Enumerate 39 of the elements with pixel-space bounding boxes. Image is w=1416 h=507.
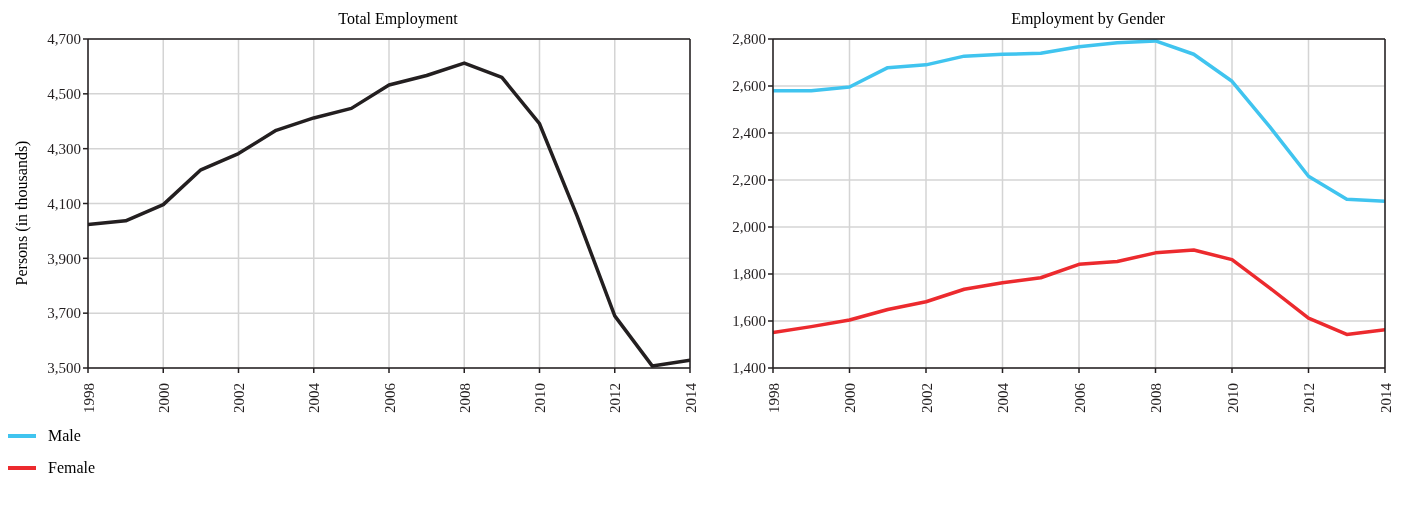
y-tick-label: 2,400 — [732, 125, 766, 142]
x-tick-label: 1998 — [765, 383, 782, 413]
y-tick-label: 4,300 — [47, 140, 81, 157]
x-tick-label: 2008 — [456, 383, 473, 413]
x-tick-label: 2008 — [1148, 383, 1165, 413]
y-tick-label: 4,500 — [47, 86, 81, 103]
x-tick-label: 2002 — [231, 383, 248, 413]
x-tick-label: 2010 — [1224, 383, 1241, 413]
x-tick-label: 2006 — [381, 382, 398, 413]
legend-label: Female — [48, 459, 96, 477]
x-tick-label: 2006 — [1071, 382, 1088, 413]
x-tick-label: 1998 — [80, 383, 97, 413]
x-tick-label: 2014 — [1377, 382, 1394, 413]
x-tick-label: 2012 — [1301, 383, 1318, 413]
x-tick-label: 2004 — [995, 382, 1012, 413]
x-tick-label: 2012 — [607, 383, 624, 413]
y-tick-label: 1,600 — [732, 313, 766, 330]
x-tick-label: 2000 — [842, 383, 859, 413]
y-tick-label: 4,700 — [47, 31, 81, 48]
y-tick-label: 3,900 — [47, 250, 81, 267]
x-tick-label: 2000 — [155, 383, 172, 413]
y-tick-label: 1,800 — [732, 266, 766, 283]
y-tick-label: 2,200 — [732, 172, 766, 189]
y-axis-title: Persons (in thousands) — [13, 140, 32, 286]
y-tick-label: 2,800 — [732, 31, 766, 48]
chart-title: Employment by Gender — [1010, 10, 1166, 28]
y-tick-label: 1,400 — [732, 360, 766, 377]
line-series — [773, 248, 1385, 337]
y-tick-label: 4,100 — [47, 195, 81, 212]
y-tick-label: 3,500 — [47, 360, 81, 377]
x-tick-label: 2002 — [918, 383, 935, 413]
y-tick-label: 2,000 — [732, 219, 766, 236]
x-tick-label: 2010 — [532, 383, 549, 413]
y-tick-label: 3,700 — [47, 305, 81, 322]
x-tick-label: 2014 — [682, 382, 699, 413]
chart-title: Total Employment — [337, 10, 459, 28]
x-tick-label: 2004 — [306, 382, 323, 413]
legend-label: Male — [48, 427, 81, 445]
y-tick-label: 2,600 — [732, 78, 766, 95]
